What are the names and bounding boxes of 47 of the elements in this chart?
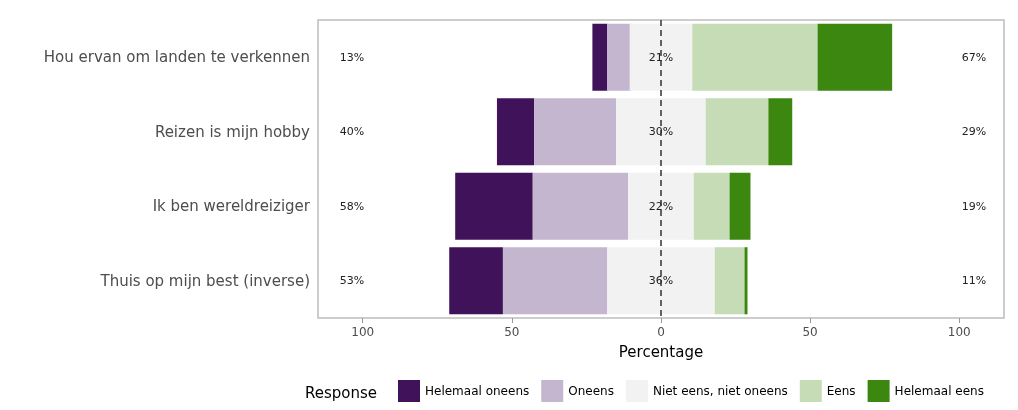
bar: [592, 23, 608, 91]
bar: [693, 172, 730, 240]
bar: [607, 23, 632, 91]
bar: [616, 98, 706, 166]
annotation: 11%: [961, 274, 987, 288]
bar: [768, 98, 793, 166]
data-label: 22%: [648, 199, 674, 213]
annotation: 29%: [961, 125, 987, 139]
bar: [628, 172, 694, 240]
y-tick-label: Thuis op mijn best (inverse): [99, 271, 310, 290]
x-tick-label: 50: [504, 325, 520, 339]
bar: [729, 172, 751, 240]
bar: [502, 247, 608, 315]
legend-label: Niet eens, niet oneens: [652, 384, 788, 398]
x-tick-label: 0: [657, 325, 665, 339]
annotation: 53%: [339, 274, 365, 288]
annotation: 58%: [339, 199, 365, 213]
legend-label: Oneens: [568, 384, 614, 398]
y-tick-label: Ik ben wereldreiziger: [152, 197, 311, 216]
bar: [714, 247, 745, 315]
x-tick-label: 100: [351, 325, 375, 339]
data-label: 36%: [648, 274, 674, 288]
bar: [705, 98, 769, 166]
data-label: 21%: [648, 50, 674, 64]
bar: [692, 23, 818, 91]
legend-title: Response: [305, 383, 378, 402]
data-label: 30%: [648, 125, 674, 139]
annotation: 19%: [961, 199, 987, 213]
bar: [455, 172, 533, 240]
annotation: 67%: [961, 50, 987, 64]
x-axis-title: Percentage: [618, 342, 704, 361]
bar: [532, 172, 629, 240]
bar: [607, 247, 715, 315]
y-tick-label: Reizen is mijn hobby: [154, 122, 311, 141]
x-tick-label: 100: [947, 325, 971, 339]
bar: [449, 247, 503, 315]
x-tick-label: 50: [802, 325, 818, 339]
bar: [817, 23, 893, 91]
annotation: 40%: [339, 125, 365, 139]
bar: [629, 23, 693, 91]
legend-label: Eens: [826, 384, 856, 398]
bar: [534, 98, 617, 166]
annotation: 13%: [339, 50, 365, 64]
legend-label: Helemaal eens: [894, 384, 984, 398]
y-tick-label: Hou ervan om landen te verkennen: [43, 48, 310, 67]
bar: [496, 98, 535, 166]
legend-label: Helemaal oneens: [425, 384, 530, 398]
